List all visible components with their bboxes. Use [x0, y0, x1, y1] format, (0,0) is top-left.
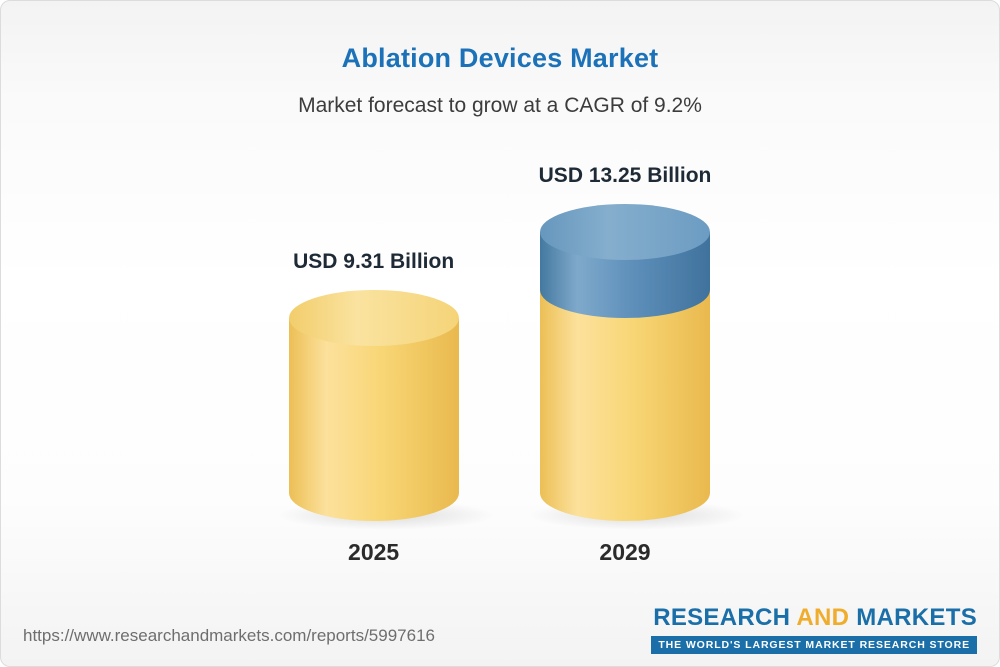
bar-group-2025: USD 9.31 Billion 2025: [276, 250, 495, 566]
cylinder-2025: [276, 290, 495, 530]
cylinder-2025-body: [288, 318, 459, 521]
chart-subtitle: Market forecast to grow at a CAGR of 9.2…: [298, 94, 702, 117]
chart-title: Ablation Devices Market: [341, 43, 659, 73]
cylinder-2029-top: [540, 204, 710, 260]
researchandmarkets-logo: RESEARCH AND MARKETS THE WORLD'S LARGEST…: [651, 604, 977, 654]
value-label-2025: USD 9.31 Billion: [293, 250, 455, 273]
logo-wordmark: RESEARCH AND MARKETS: [651, 604, 977, 632]
source-url: https://www.researchandmarkets.com/repor…: [23, 626, 435, 645]
category-label-2029: 2029: [599, 539, 651, 565]
cylinder-2029-blue-segment: [540, 204, 710, 318]
logo-word-research: RESEARCH: [653, 604, 791, 631]
bar-group-2029: USD 13.25 Billion 2029: [528, 164, 746, 566]
value-label-2029: USD 13.25 Billion: [538, 164, 712, 187]
logo-word-and: AND: [796, 604, 850, 631]
category-label-2025: 2025: [348, 539, 400, 565]
logo-tagline: THE WORLD'S LARGEST MARKET RESEARCH STOR…: [651, 636, 977, 654]
cylinder-2029-yellow-segment: [540, 290, 710, 521]
cylinder-2025-top: [288, 290, 459, 346]
bar-chart: USD 9.31 Billion 2025 USD 13.25 Billion …: [1, 164, 999, 566]
logo-word-markets: MARKETS: [856, 604, 977, 631]
cylinder-2029: [528, 204, 746, 530]
